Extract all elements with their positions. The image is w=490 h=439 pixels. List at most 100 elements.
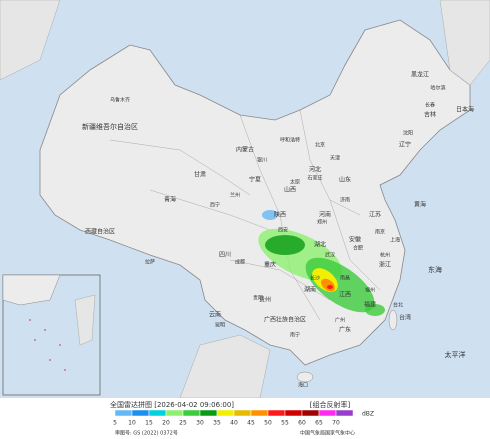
color-swatch xyxy=(233,409,252,417)
color-swatch xyxy=(301,409,320,417)
place-label: 湖南 xyxy=(304,286,316,294)
place-label: 郑州 xyxy=(317,219,327,226)
color-bar-tick-label: 50 xyxy=(264,420,272,427)
approval-number: 审图号: GS (2022) 0372号 xyxy=(115,430,178,437)
place-label: 山东 xyxy=(339,176,351,184)
place-label: 昆明 xyxy=(215,323,225,329)
place-label: 云南 xyxy=(209,311,221,319)
place-label: 河北 xyxy=(309,166,321,174)
data-source: 中国气象局国家气象中心 xyxy=(300,430,355,437)
color-swatch xyxy=(284,409,303,417)
color-swatch xyxy=(131,409,150,417)
place-label: 福州 xyxy=(365,287,375,294)
place-label: 呼和浩特 xyxy=(280,137,300,144)
place-label: 辽宁 xyxy=(399,141,411,149)
place-label: 石家庄 xyxy=(307,175,322,182)
color-bar: 5 10 15 20 25 30 35 40 45 50 55 60 65 70 xyxy=(113,409,354,427)
place-label: 南昌 xyxy=(340,275,350,282)
place-label: 海口 xyxy=(298,382,308,389)
color-bar-tick-label: 45 xyxy=(247,420,255,427)
place-label: 上海 xyxy=(390,237,400,244)
legend-title: 全国雷达拼图 [2026-04-02 09:06:00] xyxy=(110,400,234,409)
place-label: 台湾 xyxy=(399,314,411,322)
place-label: 江苏 xyxy=(369,211,381,219)
color-swatch xyxy=(148,409,167,417)
color-swatch xyxy=(318,409,337,417)
place-label: 拉萨 xyxy=(145,259,155,266)
place-label: 杭州 xyxy=(380,252,390,259)
neighbor-land xyxy=(0,0,490,399)
place-label: 成都 xyxy=(235,259,245,266)
place-label: 合肥 xyxy=(353,245,363,252)
place-label: 沈阳 xyxy=(403,130,413,137)
inset-south-sea xyxy=(2,274,101,396)
place-label: 重庆 xyxy=(264,261,276,269)
place-label: 日本海 xyxy=(456,106,474,114)
legend-panel xyxy=(0,398,490,439)
place-label: 内蒙古 xyxy=(236,146,254,154)
place-label: 青海 xyxy=(164,196,176,204)
place-label: 西藏自治区 xyxy=(85,228,115,236)
place-label: 贵阳 xyxy=(253,295,263,302)
place-label: 西宁 xyxy=(210,202,220,209)
place-label: 福建 xyxy=(364,301,376,309)
place-label: 天津 xyxy=(330,155,340,162)
place-label: 太平洋 xyxy=(445,350,466,359)
color-bar-tick-label: 15 xyxy=(145,420,153,427)
place-label: 东海 xyxy=(428,265,442,274)
color-bar-tick-label: 40 xyxy=(230,420,238,427)
legend-unit: dBZ xyxy=(362,411,374,418)
place-label: 西安 xyxy=(278,227,288,234)
place-label: 安徽 xyxy=(349,236,361,244)
place-label: 乌鲁木齐 xyxy=(110,97,130,104)
color-swatch xyxy=(216,409,235,417)
place-label: 济南 xyxy=(340,197,350,204)
place-label: 广西壮族自治区 xyxy=(264,316,306,324)
color-swatch xyxy=(335,409,354,417)
color-swatch xyxy=(199,409,218,417)
taiwan xyxy=(388,309,398,331)
place-label: 广东 xyxy=(339,326,351,334)
place-label: 长春 xyxy=(425,102,435,109)
place-label: 南京 xyxy=(375,229,385,236)
color-bar-tick-label: 20 xyxy=(162,420,170,427)
place-label: 兰州 xyxy=(230,192,240,199)
place-label: 江西 xyxy=(339,292,351,299)
color-bar-tick-label: 35 xyxy=(213,420,221,427)
color-bar-tick-label: 70 xyxy=(332,420,340,427)
place-label: 湖北 xyxy=(314,241,326,249)
place-label: 黄海 xyxy=(414,201,426,209)
place-label: 新疆维吾尔自治区 xyxy=(82,122,138,131)
color-bar-tick-label: 30 xyxy=(196,420,204,427)
place-label: 台北 xyxy=(393,302,403,309)
color-bar-tick-label: 5 xyxy=(113,420,117,427)
place-label: 贵州 xyxy=(259,296,271,304)
place-label: 银川 xyxy=(257,157,267,164)
color-swatch xyxy=(250,409,269,417)
place-label: 黑龙江 xyxy=(411,71,429,79)
color-bar-tick-label: 10 xyxy=(128,420,136,427)
place-label: 武汉 xyxy=(325,252,335,259)
color-bar-tick-label: 55 xyxy=(281,420,289,427)
place-label: 哈尔滨 xyxy=(430,85,445,92)
place-label: 陕西 xyxy=(274,211,286,219)
place-label: 长沙 xyxy=(310,275,320,282)
color-bar-tick-label: 25 xyxy=(179,420,187,427)
color-swatch xyxy=(114,409,133,417)
place-label: 南宁 xyxy=(290,332,300,339)
place-label: 浙江 xyxy=(379,261,391,269)
radar-echo xyxy=(258,210,385,316)
place-label: 甘肃 xyxy=(194,171,206,179)
hainan xyxy=(296,371,314,383)
place-label: 北京 xyxy=(315,142,325,149)
place-label: 宁夏 xyxy=(249,176,261,184)
color-bar-tick-label: 65 xyxy=(315,420,323,427)
place-label: 山西 xyxy=(284,186,296,194)
color-swatch xyxy=(182,409,201,417)
place-label: 河南 xyxy=(319,211,331,219)
color-bar-tick-label: 60 xyxy=(298,420,306,427)
color-swatch xyxy=(165,409,184,417)
place-label: 四川 xyxy=(219,252,231,259)
